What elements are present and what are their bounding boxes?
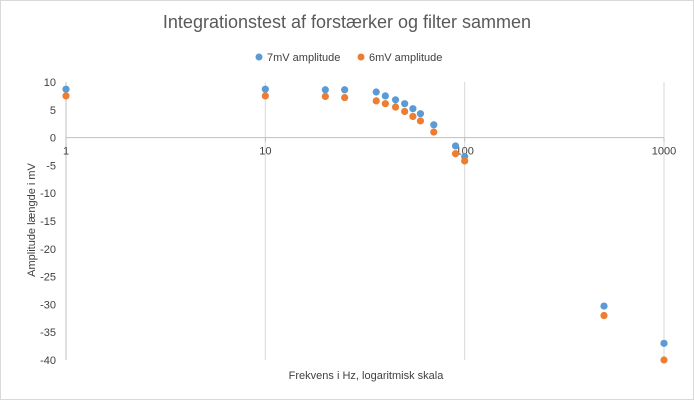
legend-label-6mv: 6mV amplitude xyxy=(369,52,442,64)
tick-labels: 10 5 0 -5 -10 -15 -20 -25 -30 -35 -40 1 10 100 1000 xyxy=(40,77,676,367)
point-6mv xyxy=(341,93,349,102)
y-tick-label: -30 xyxy=(40,299,56,311)
x-tick-label: 1 xyxy=(63,146,69,158)
legend-label-7mv: 7mV amplitude xyxy=(267,52,340,64)
point-6mv xyxy=(321,92,329,101)
x-axis-title: Frekvens i Hz, logaritmisk skala xyxy=(289,370,445,382)
point-6mv xyxy=(391,103,400,111)
point-7mv xyxy=(600,302,608,310)
point-7mv xyxy=(381,92,389,100)
point-6mv xyxy=(261,92,269,100)
x-tick-label: 10 xyxy=(259,146,271,158)
point-7mv xyxy=(372,88,380,96)
axes xyxy=(65,82,665,360)
gridlines xyxy=(264,82,665,360)
y-tick-label: -40 xyxy=(40,355,56,367)
point-7mv xyxy=(401,100,409,108)
legend-marker-6mv xyxy=(357,53,365,61)
point-6mv xyxy=(416,117,425,125)
legend-marker-7mv xyxy=(255,53,263,61)
y-tick-label: -15 xyxy=(40,216,56,228)
point-6mv xyxy=(461,157,469,165)
point-6mv xyxy=(600,311,608,320)
y-axis-title: Amplitude længde i mV xyxy=(26,162,38,276)
y-tick-label: -20 xyxy=(40,244,56,256)
point-7mv xyxy=(341,86,349,94)
point-7mv xyxy=(451,142,460,150)
legend: 7mV amplitude 6mV amplitude xyxy=(255,52,442,64)
y-tick-label: -25 xyxy=(40,272,56,284)
point-6mv xyxy=(381,100,389,108)
point-6mv xyxy=(660,356,668,364)
point-7mv xyxy=(391,96,400,104)
y-tick-label: -35 xyxy=(40,327,56,339)
y-tick-label: 5 xyxy=(50,105,56,117)
point-7mv xyxy=(430,121,438,129)
point-7mv xyxy=(409,105,417,113)
point-7mv xyxy=(416,110,425,118)
point-7mv xyxy=(321,86,329,94)
point-6mv xyxy=(451,150,460,158)
data-points xyxy=(62,85,668,364)
point-7mv xyxy=(62,85,70,93)
chart-title: Integrationstest af forstærker og filter… xyxy=(163,12,531,32)
x-tick-label: 1000 xyxy=(652,146,676,158)
y-tick-label: -5 xyxy=(46,160,56,172)
point-6mv xyxy=(62,92,70,100)
y-tick-label: 0 xyxy=(50,133,56,145)
y-tick-label: 10 xyxy=(44,77,56,89)
y-tick-label: -10 xyxy=(40,188,56,200)
point-6mv xyxy=(430,128,438,136)
x-tick-label: 100 xyxy=(455,146,473,158)
point-7mv xyxy=(261,85,269,93)
point-7mv xyxy=(660,339,668,347)
point-6mv xyxy=(401,107,409,116)
point-6mv xyxy=(409,112,417,121)
point-6mv xyxy=(372,97,380,105)
